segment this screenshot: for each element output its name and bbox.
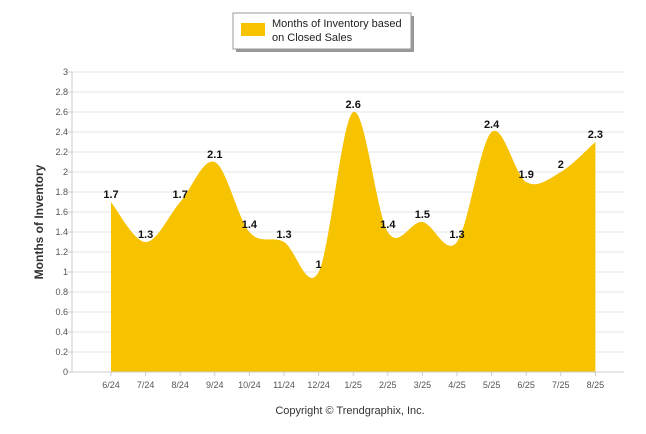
y-tick-label: 0.4 <box>55 327 68 337</box>
data-label: 2.3 <box>588 129 603 141</box>
data-label: 1.4 <box>380 219 396 231</box>
y-tick-label: 0.2 <box>55 347 68 357</box>
data-label: 1.4 <box>242 219 258 231</box>
x-tick-label: 1/25 <box>344 380 362 390</box>
legend-line-1: Months of Inventory based <box>272 18 402 30</box>
x-tick-label: 8/25 <box>587 380 605 390</box>
x-tick-label: 8/24 <box>171 380 189 390</box>
data-label: 1.5 <box>415 209 430 221</box>
data-label: 2.6 <box>346 99 361 111</box>
data-label: 1.3 <box>138 229 153 241</box>
legend: Months of Inventory based on Closed Sale… <box>232 12 414 52</box>
data-label: 1 <box>316 259 322 271</box>
data-label: 1.3 <box>276 229 291 241</box>
x-tick-label: 5/25 <box>483 380 501 390</box>
data-labels: 1.7 1.3 1.7 2.1 1.4 1.3 1 2.6 1.4 1.5 1.3 2.4 1.9 2 2.… <box>103 99 603 273</box>
data-label: 2 <box>558 159 564 171</box>
area-layer <box>111 111 596 372</box>
x-tick-label: 9/24 <box>206 380 224 390</box>
data-label: 1.9 <box>519 169 534 181</box>
x-tick-label: 6/24 <box>102 380 120 390</box>
y-tick-label: 1.8 <box>55 187 68 197</box>
legend-line-2: on Closed Sales <box>272 32 353 44</box>
y-axis-label: Months of Inventory <box>32 164 46 279</box>
y-tick-label: 0.8 <box>55 287 68 297</box>
y-tick-label: 1 <box>63 267 68 277</box>
x-tick-label: 11/24 <box>273 380 295 390</box>
x-tick-label: 12/24 <box>307 380 330 390</box>
y-tick-label: 0.6 <box>55 307 68 317</box>
x-tick-label: 3/25 <box>414 380 432 390</box>
x-tick-label: 6/25 <box>517 380 535 390</box>
x-tick-label: 7/25 <box>552 380 570 390</box>
y-tick-label: 1.2 <box>55 247 68 257</box>
y-tick-label: 2.2 <box>55 147 68 157</box>
x-tick-label: 2/25 <box>379 380 397 390</box>
y-tick-label: 3 <box>63 67 68 77</box>
y-tick-label: 1.4 <box>55 227 68 237</box>
y-tick-label: 1.6 <box>55 207 68 217</box>
data-label: 1.7 <box>103 189 118 201</box>
data-label: 2.1 <box>207 149 222 161</box>
x-tick-label: 10/24 <box>238 380 261 390</box>
legend-swatch <box>241 23 265 36</box>
axes: 0 0.2 0.4 0.6 0.8 1 1.2 1.4 1.6 1.8 2 2.2 2.4 2.6 2.8 3… <box>55 67 624 390</box>
data-label: 1.3 <box>449 229 464 241</box>
footer-copyright: Copyright © Trendgraphix, Inc. <box>275 405 424 417</box>
x-tick-label: 4/25 <box>448 380 466 390</box>
y-tick-label: 0 <box>63 367 68 377</box>
y-tick-label: 2 <box>63 167 68 177</box>
y-tick-label: 2.6 <box>55 107 68 117</box>
x-tick-label: 7/24 <box>137 380 155 390</box>
data-label: 1.7 <box>173 189 188 201</box>
data-label: 2.4 <box>484 119 500 131</box>
y-tick-label: 2.4 <box>55 127 68 137</box>
series-area <box>111 111 596 372</box>
y-tick-label: 2.8 <box>55 87 68 97</box>
